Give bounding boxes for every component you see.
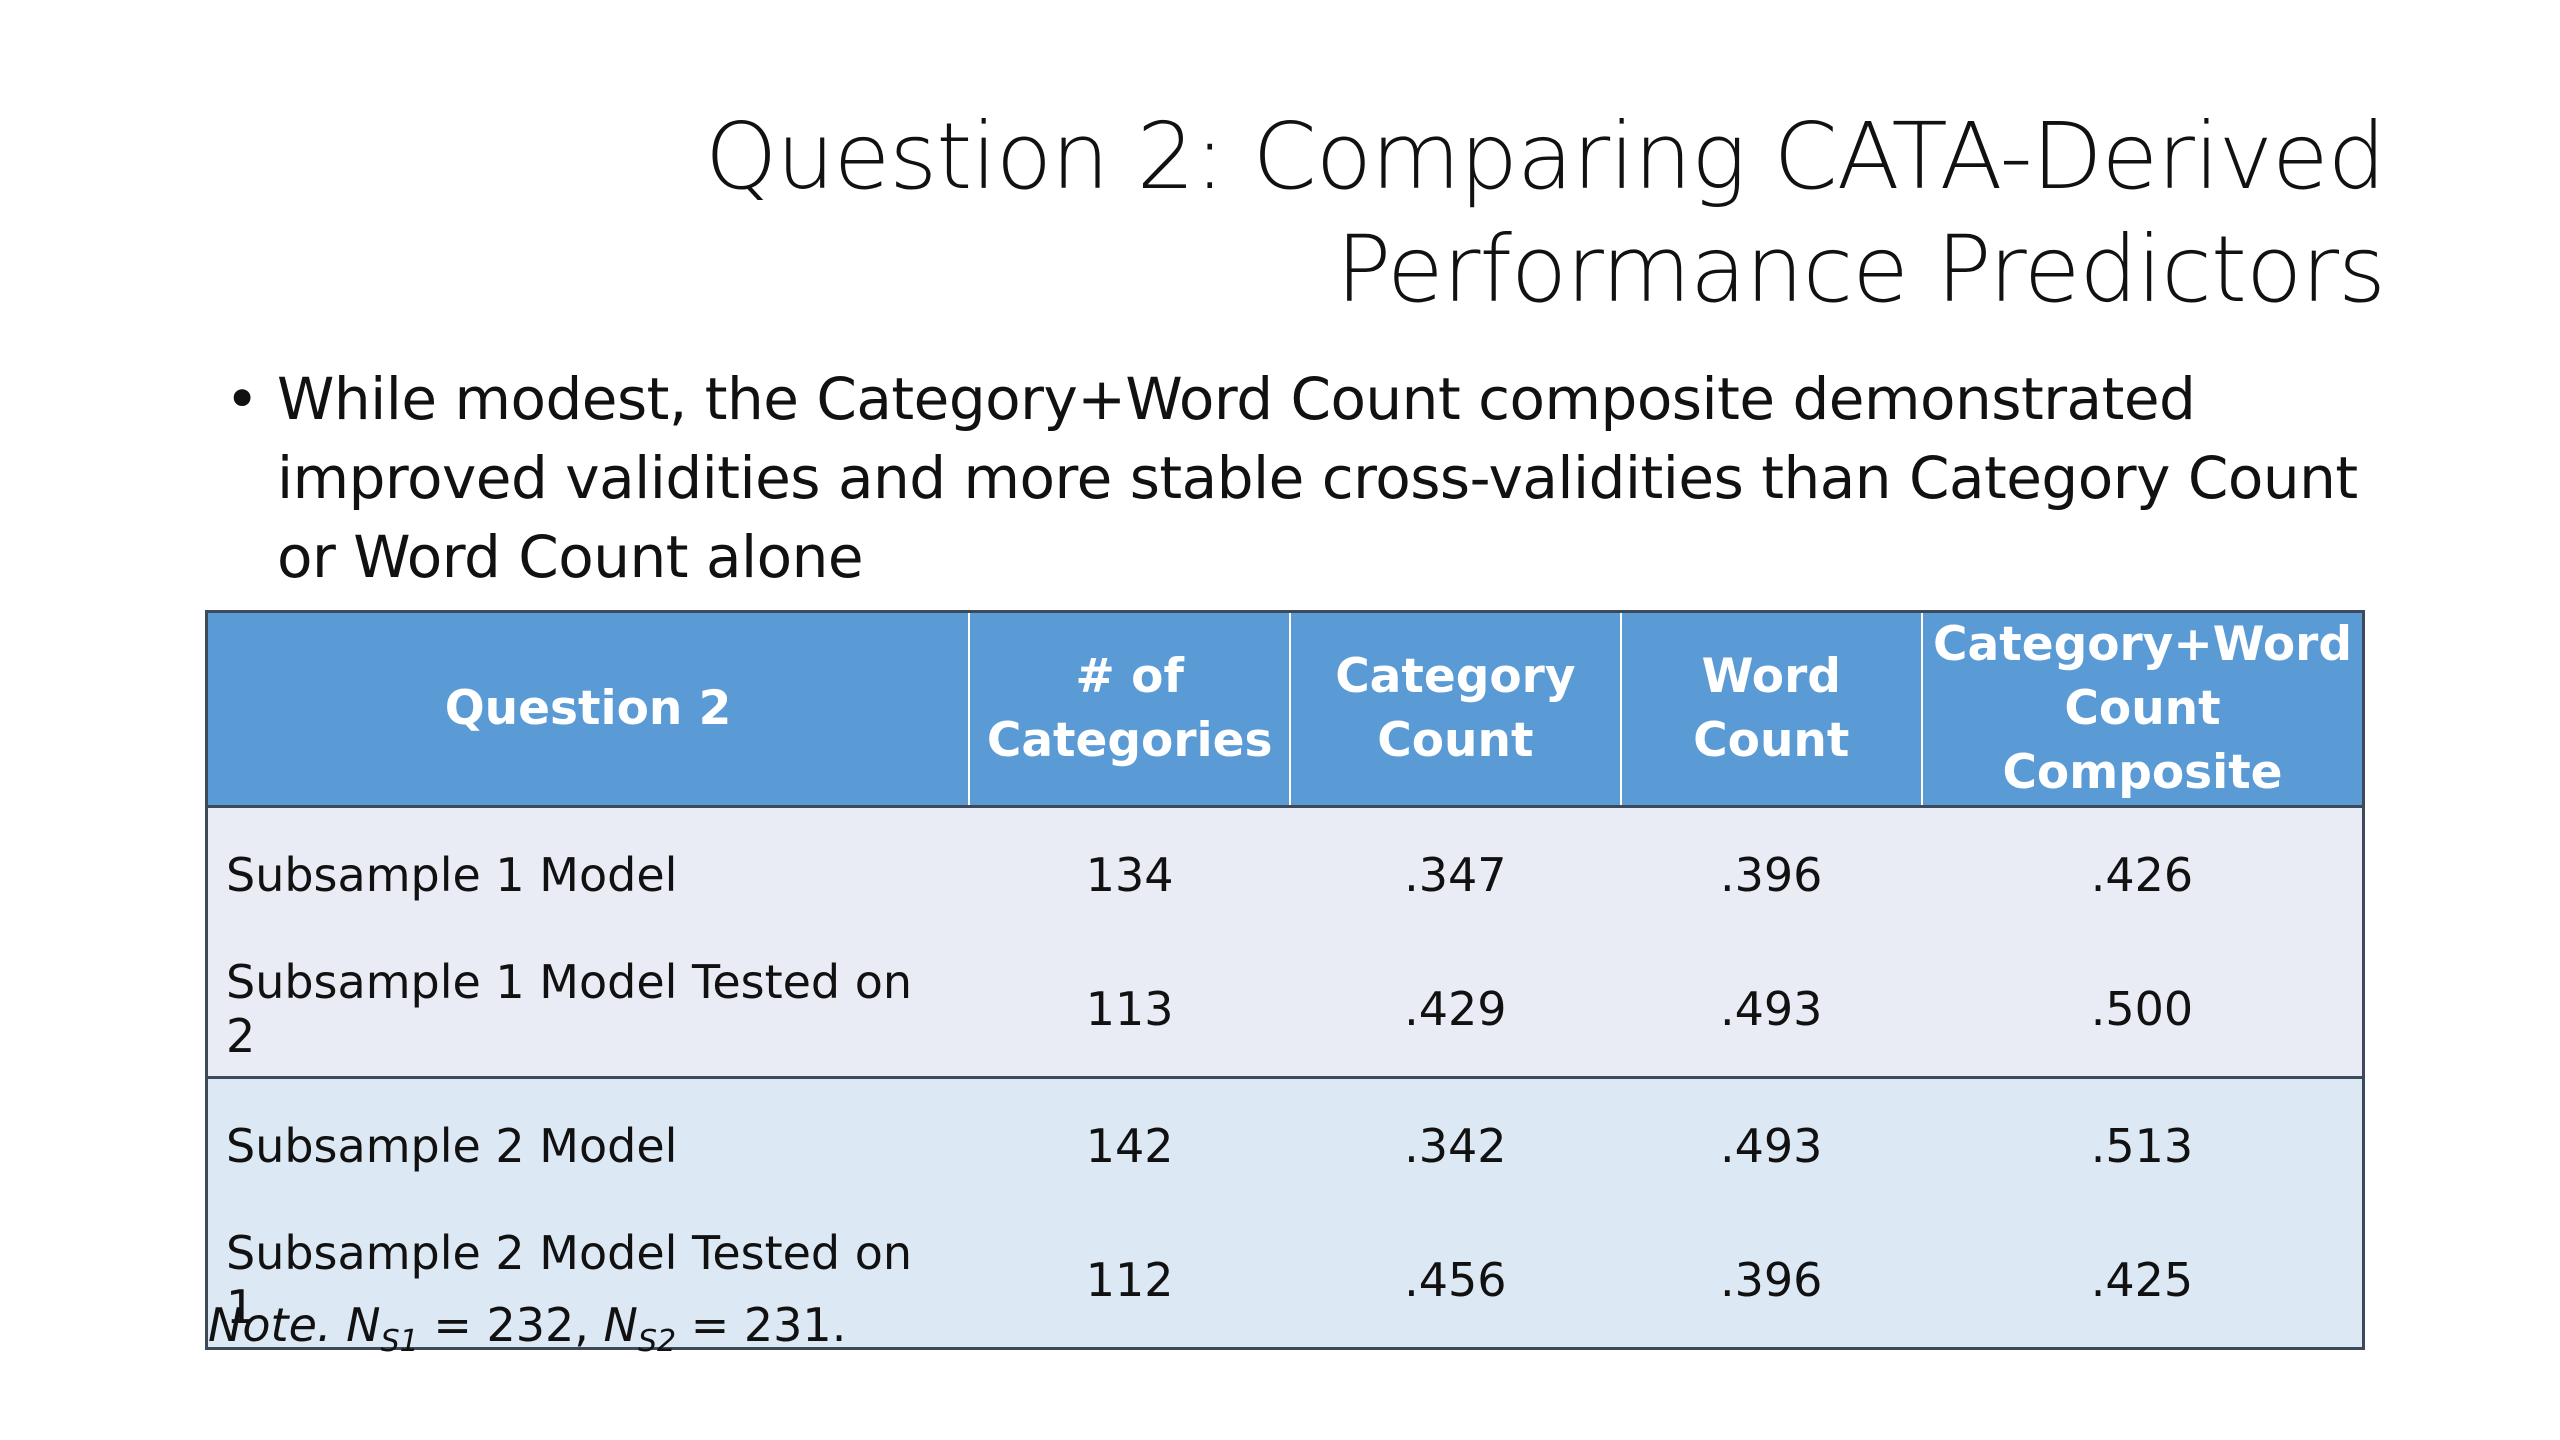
table-row: Subsample 2 Model 142 .342 .493 .513 xyxy=(206,1076,2364,1213)
bullet-list: • While modest, the Category+Word Count … xyxy=(225,360,2425,597)
cell-category-count: .429 xyxy=(1290,942,1621,1078)
cell-word-count: .493 xyxy=(1620,942,1922,1078)
slide-title-line-1: Question 2: Comparing CATA-Derived xyxy=(704,103,2386,210)
cell-category-count: .456 xyxy=(1290,1213,1621,1349)
table-row: Subsample 1 Model 134 .347 .396 .426 xyxy=(206,806,2364,942)
slide-title-line-2: Performance Predictors xyxy=(1335,216,2386,323)
note-s1-subscript: S1 xyxy=(380,1324,419,1360)
cell-composite: .425 xyxy=(1922,1213,2364,1349)
table-row: Subsample 1 Model Tested on 2 113 .429 .… xyxy=(206,942,2364,1078)
cell-word-count: .396 xyxy=(1620,806,1922,942)
cell-word-count: .396 xyxy=(1620,1213,1922,1349)
bullet-dot-icon: • xyxy=(225,365,259,433)
table-header-row: Question 2 # of Categories Category Coun… xyxy=(206,611,2364,808)
note-s2-value: = 231. xyxy=(676,1298,847,1352)
results-table: Question 2 # of Categories Category Coun… xyxy=(205,610,2365,1350)
cell-num-categories: 134 xyxy=(969,806,1291,942)
note-n-symbol-2: N xyxy=(603,1298,638,1352)
row-label: Subsample 2 Model Tested on 1 xyxy=(206,1213,970,1349)
cell-num-categories: 113 xyxy=(969,942,1291,1078)
cell-num-categories: 142 xyxy=(969,1076,1291,1213)
cell-num-categories: 112 xyxy=(969,1213,1291,1349)
cell-category-count: .347 xyxy=(1290,806,1621,942)
header-word-count: Word Count xyxy=(1619,611,1922,808)
cell-composite: .513 xyxy=(1922,1076,2364,1213)
note-label: Note. xyxy=(208,1298,332,1352)
header-num-categories: # of Categories xyxy=(968,611,1291,808)
header-question: Question 2 xyxy=(206,611,970,808)
bullet-item: • While modest, the Category+Word Count … xyxy=(225,360,2425,597)
cell-category-count: .342 xyxy=(1290,1076,1621,1213)
note-n-symbol-1: N xyxy=(346,1298,381,1352)
slide-title: Question 2: Comparing CATA-Derived Perfo… xyxy=(385,100,2386,326)
table-row: Subsample 2 Model Tested on 1 112 .456 .… xyxy=(206,1213,2364,1349)
row-label: Subsample 1 Model xyxy=(206,806,970,942)
table-group-subsample-1: Subsample 1 Model 134 .347 .396 .426 Sub… xyxy=(206,806,2364,1078)
header-category-count: Category Count xyxy=(1289,611,1621,808)
cell-composite: .500 xyxy=(1922,942,2364,1078)
cell-composite: .426 xyxy=(1922,806,2364,942)
table-group-subsample-2: Subsample 2 Model 142 .342 .493 .513 Sub… xyxy=(206,1076,2364,1349)
note-s2-subscript: S2 xyxy=(637,1324,677,1360)
note-s1-value: = 232, xyxy=(418,1298,604,1352)
bullet-text: While modest, the Category+Word Count co… xyxy=(277,365,2358,591)
header-composite: Category+Word Count Composite xyxy=(1921,611,2364,808)
table-note: Note. NS1 = 232, NS2 = 231. xyxy=(208,1298,846,1359)
cell-word-count: .493 xyxy=(1620,1076,1922,1213)
row-label: Subsample 1 Model Tested on 2 xyxy=(206,942,970,1078)
row-label: Subsample 2 Model xyxy=(206,1076,970,1213)
